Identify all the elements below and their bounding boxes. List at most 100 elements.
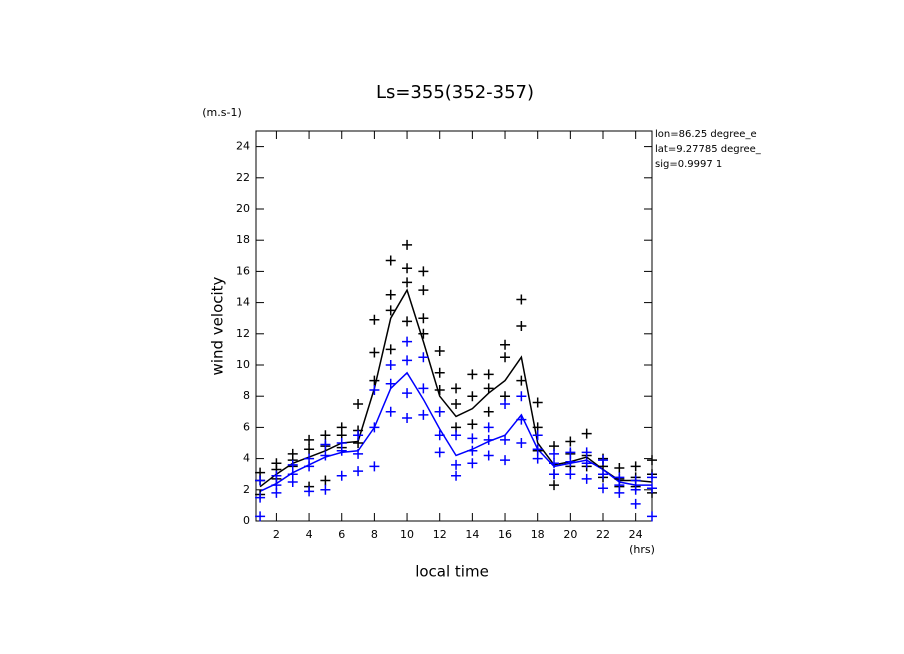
plus-marker: [598, 469, 609, 480]
plus-marker: [500, 399, 511, 409]
plus-marker: [369, 461, 380, 472]
plus-marker: [369, 422, 380, 433]
plus-marker: [451, 399, 462, 409]
plus-marker: [614, 462, 625, 473]
plus-marker: [402, 413, 413, 424]
plus-marker: [402, 388, 413, 399]
plus-marker: [630, 475, 641, 486]
y-tick-label: 20: [236, 202, 250, 215]
plus-marker: [516, 375, 527, 386]
x-tick-label: 2: [273, 528, 280, 541]
y-axis-label: wind velocity: [209, 276, 227, 375]
plus-marker: [500, 434, 511, 445]
chart-title: Ls=355(352-357): [376, 82, 534, 103]
plus-marker: [647, 455, 657, 466]
y-tick-label: 8: [243, 389, 250, 402]
plus-marker: [630, 461, 641, 472]
plus-marker: [647, 511, 657, 522]
plus-marker: [467, 391, 478, 402]
x-tick-label: 6: [338, 528, 345, 541]
plus-marker: [353, 448, 364, 459]
y-tick-label: 14: [236, 296, 250, 309]
plus-marker: [598, 483, 609, 494]
x-tick-label: 16: [498, 528, 512, 541]
plus-marker: [385, 344, 396, 355]
plus-marker: [304, 444, 315, 455]
plus-marker: [255, 475, 266, 486]
annotation: lat=9.27785 degree_: [655, 144, 762, 155]
y-tick-label: 2: [243, 483, 250, 496]
plus-marker: [304, 434, 315, 445]
x-unit: (hrs): [629, 543, 655, 556]
plus-marker: [271, 487, 282, 498]
plus-marker: [418, 313, 429, 324]
plus-marker: [369, 347, 380, 358]
plus-marker: [418, 266, 429, 277]
plus-marker: [418, 328, 429, 339]
plus-marker: [255, 511, 266, 522]
plus-marker: [451, 383, 462, 394]
plus-marker: [500, 352, 511, 363]
plus-marker: [451, 430, 462, 441]
plus-marker: [549, 458, 560, 469]
annotation: lon=86.25 degree_e: [655, 129, 757, 140]
plus-marker: [500, 339, 511, 350]
y-tick-label: 10: [236, 358, 250, 371]
plus-marker: [565, 436, 576, 447]
y-tick-label: 24: [236, 140, 250, 153]
plus-marker: [418, 285, 429, 296]
plus-marker: [353, 399, 364, 409]
plus-marker: [369, 384, 380, 395]
plus-marker: [467, 433, 478, 444]
plus-marker: [483, 406, 494, 417]
annotations: lon=86.25 degree_e lat=9.27785 degree_ s…: [655, 129, 762, 170]
plus-marker: [320, 484, 331, 495]
plus-marker: [320, 439, 331, 450]
plus-marker: [549, 480, 560, 491]
annotation: sig=0.9997 1: [655, 159, 722, 170]
x-axis-label: local time: [415, 563, 489, 581]
plus-marker: [614, 487, 625, 498]
plus-marker: [483, 383, 494, 394]
plus-marker: [320, 475, 331, 486]
plus-marker: [565, 456, 576, 467]
plus-marker: [467, 458, 478, 469]
plus-marker: [304, 461, 315, 472]
plus-marker: [549, 448, 560, 459]
plus-marker: [353, 466, 364, 477]
plus-marker: [483, 434, 494, 445]
y-tick-label: 6: [243, 420, 250, 433]
x-tick-label: 22: [596, 528, 610, 541]
plus-marker: [320, 450, 331, 461]
plus-marker: [516, 321, 527, 331]
plus-marker: [255, 492, 266, 503]
plus-marker: [402, 316, 413, 327]
plus-marker: [467, 419, 478, 430]
plus-marker: [369, 314, 380, 325]
plus-marker: [434, 430, 445, 441]
plus-marker: [516, 294, 527, 305]
y-tick-label: 0: [243, 514, 250, 527]
plus-marker: [647, 483, 657, 494]
plus-marker: [385, 378, 396, 389]
plus-marker: [598, 455, 609, 466]
plus-marker: [385, 360, 396, 370]
plus-marker: [336, 470, 347, 481]
plus-marker: [500, 455, 511, 466]
plus-marker: [483, 369, 494, 380]
plus-marker: [483, 422, 494, 433]
plus-marker: [516, 438, 527, 448]
plus-marker: [565, 447, 576, 458]
plus-marker: [418, 383, 429, 394]
plus-marker: [271, 470, 282, 481]
plus-marker: [532, 444, 543, 455]
plus-marker: [304, 486, 315, 497]
plus-marker: [418, 409, 429, 420]
plus-marker: [467, 445, 478, 456]
plus-marker: [467, 369, 478, 380]
plus-marker: [287, 477, 298, 487]
plus-marker: [532, 397, 543, 408]
x-tick-label: 14: [465, 528, 479, 541]
plus-marker: [369, 375, 380, 386]
